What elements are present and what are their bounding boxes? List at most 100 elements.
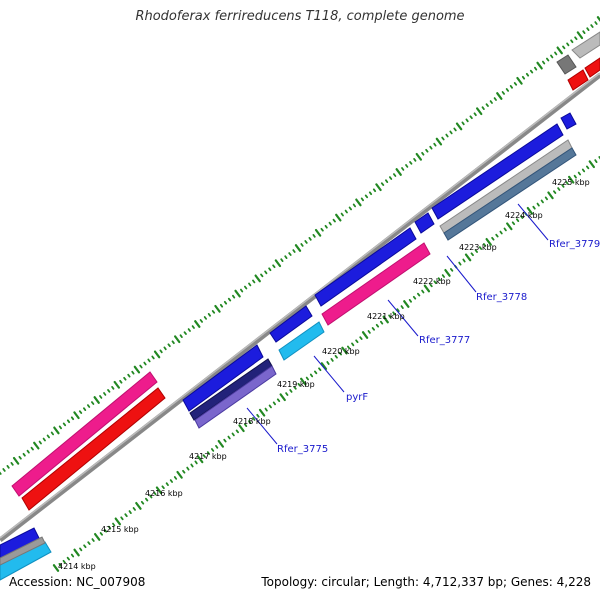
scale-tick	[573, 174, 577, 179]
scale-tick	[18, 455, 22, 460]
gene-feature[interactable]	[194, 365, 277, 429]
scale-tick	[252, 279, 256, 284]
scale-tick	[429, 283, 433, 288]
gene-feature[interactable]	[571, 31, 600, 59]
gene-label[interactable]: Rfer_3775	[277, 444, 328, 455]
scale-label: 4220 kbp	[322, 347, 360, 356]
scale-tick	[495, 233, 499, 238]
scale-tick	[320, 362, 328, 370]
scale-tick	[433, 142, 437, 147]
scale-tick	[53, 426, 60, 435]
scale-tick	[464, 253, 472, 262]
scale-tick	[556, 46, 563, 55]
scale-tick	[525, 72, 530, 77]
scale-tick	[412, 295, 417, 300]
scale-tick	[300, 243, 304, 247]
scale-tick	[576, 31, 584, 40]
scale-tick	[182, 469, 186, 474]
gene-label[interactable]: pyrF	[346, 392, 368, 403]
scale-tick	[379, 320, 384, 325]
scale-tick	[320, 227, 324, 232]
scale-tick	[570, 39, 574, 44]
scale-tick	[375, 183, 382, 192]
scale-tick	[206, 451, 211, 455]
scale-tick	[217, 439, 224, 448]
scale-tick	[380, 182, 385, 187]
scale-tick	[140, 500, 145, 505]
scale-tick	[254, 274, 261, 283]
scale-tick	[516, 76, 523, 85]
gene-feature[interactable]	[11, 371, 158, 497]
scale-tick	[465, 118, 469, 123]
scale-tick	[550, 54, 554, 59]
scale-tick	[66, 556, 70, 561]
scale-tick	[557, 187, 561, 191]
scale-tick	[234, 289, 241, 298]
scale-tick	[577, 171, 581, 176]
gene-feature[interactable]	[21, 387, 166, 511]
gene-feature[interactable]	[443, 147, 577, 241]
scale-tick	[382, 315, 389, 324]
scale-tick	[139, 364, 143, 369]
scale-label: 4216 kbp	[145, 489, 183, 498]
scale-tick	[91, 401, 95, 405]
gene-feature[interactable]	[567, 69, 589, 91]
scale-tick	[99, 532, 103, 536]
gene-feature[interactable]	[314, 227, 417, 307]
scale-tick	[344, 209, 348, 214]
gene-feature[interactable]	[0, 536, 46, 566]
scale-tick	[534, 66, 538, 71]
scale-tick	[526, 206, 534, 215]
scale-tick	[453, 127, 457, 132]
scale-tick	[258, 408, 266, 417]
gene-label-leader	[387, 299, 419, 337]
scale-tick	[223, 300, 228, 305]
scale-tick	[187, 328, 191, 332]
gene-label[interactable]: Rfer_3778	[476, 292, 527, 303]
scale-tick	[46, 434, 50, 439]
scale-tick	[313, 370, 318, 375]
scale-tick	[194, 320, 201, 328]
gene-feature[interactable]	[182, 344, 264, 412]
scale-tick	[435, 137, 443, 146]
gene-label[interactable]: Rfer_3779	[549, 239, 600, 250]
scale-tick	[388, 314, 392, 319]
gene-label-leader	[313, 355, 345, 393]
scale-tick	[285, 392, 289, 396]
gene-feature[interactable]	[584, 57, 600, 78]
scale-tick	[243, 285, 248, 290]
scale-tick	[119, 379, 123, 384]
scale-tick	[131, 370, 135, 375]
scale-tick	[120, 516, 124, 521]
gene-feature[interactable]	[278, 321, 325, 361]
scale-tick	[183, 331, 187, 336]
scale-tick	[338, 351, 343, 356]
gene-feature[interactable]	[556, 54, 577, 75]
gene-feature[interactable]	[414, 212, 435, 234]
scale-tick	[153, 491, 157, 496]
gene-feature[interactable]	[560, 112, 577, 130]
scale-tick	[326, 361, 330, 365]
scale-tick	[103, 392, 107, 396]
gene-label[interactable]: Rfer_3777	[419, 335, 470, 346]
scale-tick	[335, 213, 342, 222]
scale-tick	[596, 16, 600, 22]
scale-tick	[408, 298, 413, 303]
scale-tick	[186, 466, 190, 471]
scale-tick	[400, 305, 404, 310]
scale-tick	[219, 303, 224, 308]
scale-tick	[561, 184, 565, 188]
scale-tick	[30, 446, 34, 451]
gene-feature[interactable]	[321, 242, 431, 326]
scale-tick	[437, 277, 441, 282]
scale-tick	[231, 294, 236, 299]
scale-tick	[176, 470, 183, 479]
gene-feature[interactable]	[431, 123, 564, 220]
scale-tick	[161, 485, 165, 490]
gene-feature[interactable]	[269, 305, 313, 343]
scale-tick	[506, 222, 513, 231]
scale-tick	[173, 476, 178, 480]
scale-label: 4225 kbp	[552, 178, 590, 187]
scale-tick	[375, 323, 380, 328]
